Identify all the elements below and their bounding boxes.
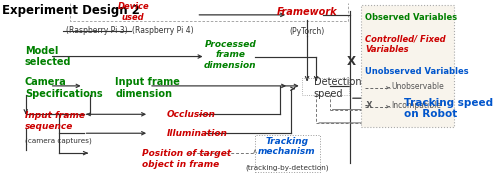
Text: Model
selected: Model selected: [25, 46, 72, 67]
Text: Illumination: Illumination: [167, 129, 228, 138]
Text: Experiment Design 2: Experiment Design 2: [2, 3, 140, 16]
Text: Input frame
sequence: Input frame sequence: [25, 111, 85, 131]
Text: Incompatible: Incompatible: [391, 101, 441, 110]
Text: Camera
Specifications: Camera Specifications: [25, 77, 102, 99]
Text: Unobservable: Unobservable: [391, 82, 444, 91]
Text: Framework: Framework: [277, 7, 338, 17]
Text: (Raspberry Pi 3): (Raspberry Pi 3): [66, 27, 128, 36]
Text: X: X: [347, 55, 356, 68]
Text: Input frame
dimension: Input frame dimension: [115, 77, 180, 99]
Text: Tracking speed
on Robot: Tracking speed on Robot: [404, 98, 494, 119]
Text: Detection
speed: Detection speed: [314, 77, 362, 99]
Text: Controlled/ Fixed
Variables: Controlled/ Fixed Variables: [365, 35, 446, 54]
Text: (camera captures): (camera captures): [25, 138, 92, 144]
Text: Occlusion: Occlusion: [167, 110, 216, 119]
Text: (PyTorch): (PyTorch): [290, 28, 324, 36]
Text: Tracking
mechanism: Tracking mechanism: [258, 137, 316, 156]
FancyBboxPatch shape: [361, 5, 454, 127]
Text: (Raspberry Pi 4): (Raspberry Pi 4): [132, 27, 194, 36]
Text: Device
used: Device used: [118, 2, 149, 22]
Text: Observed Variables: Observed Variables: [365, 13, 457, 22]
Text: (tracking-by-detection): (tracking-by-detection): [245, 164, 328, 171]
Text: Position of target
object in frame: Position of target object in frame: [142, 149, 232, 168]
Text: Processed
frame
dimension: Processed frame dimension: [204, 40, 256, 70]
Text: -X: -X: [365, 101, 373, 110]
Text: Unobserved Variables: Unobserved Variables: [365, 67, 469, 76]
